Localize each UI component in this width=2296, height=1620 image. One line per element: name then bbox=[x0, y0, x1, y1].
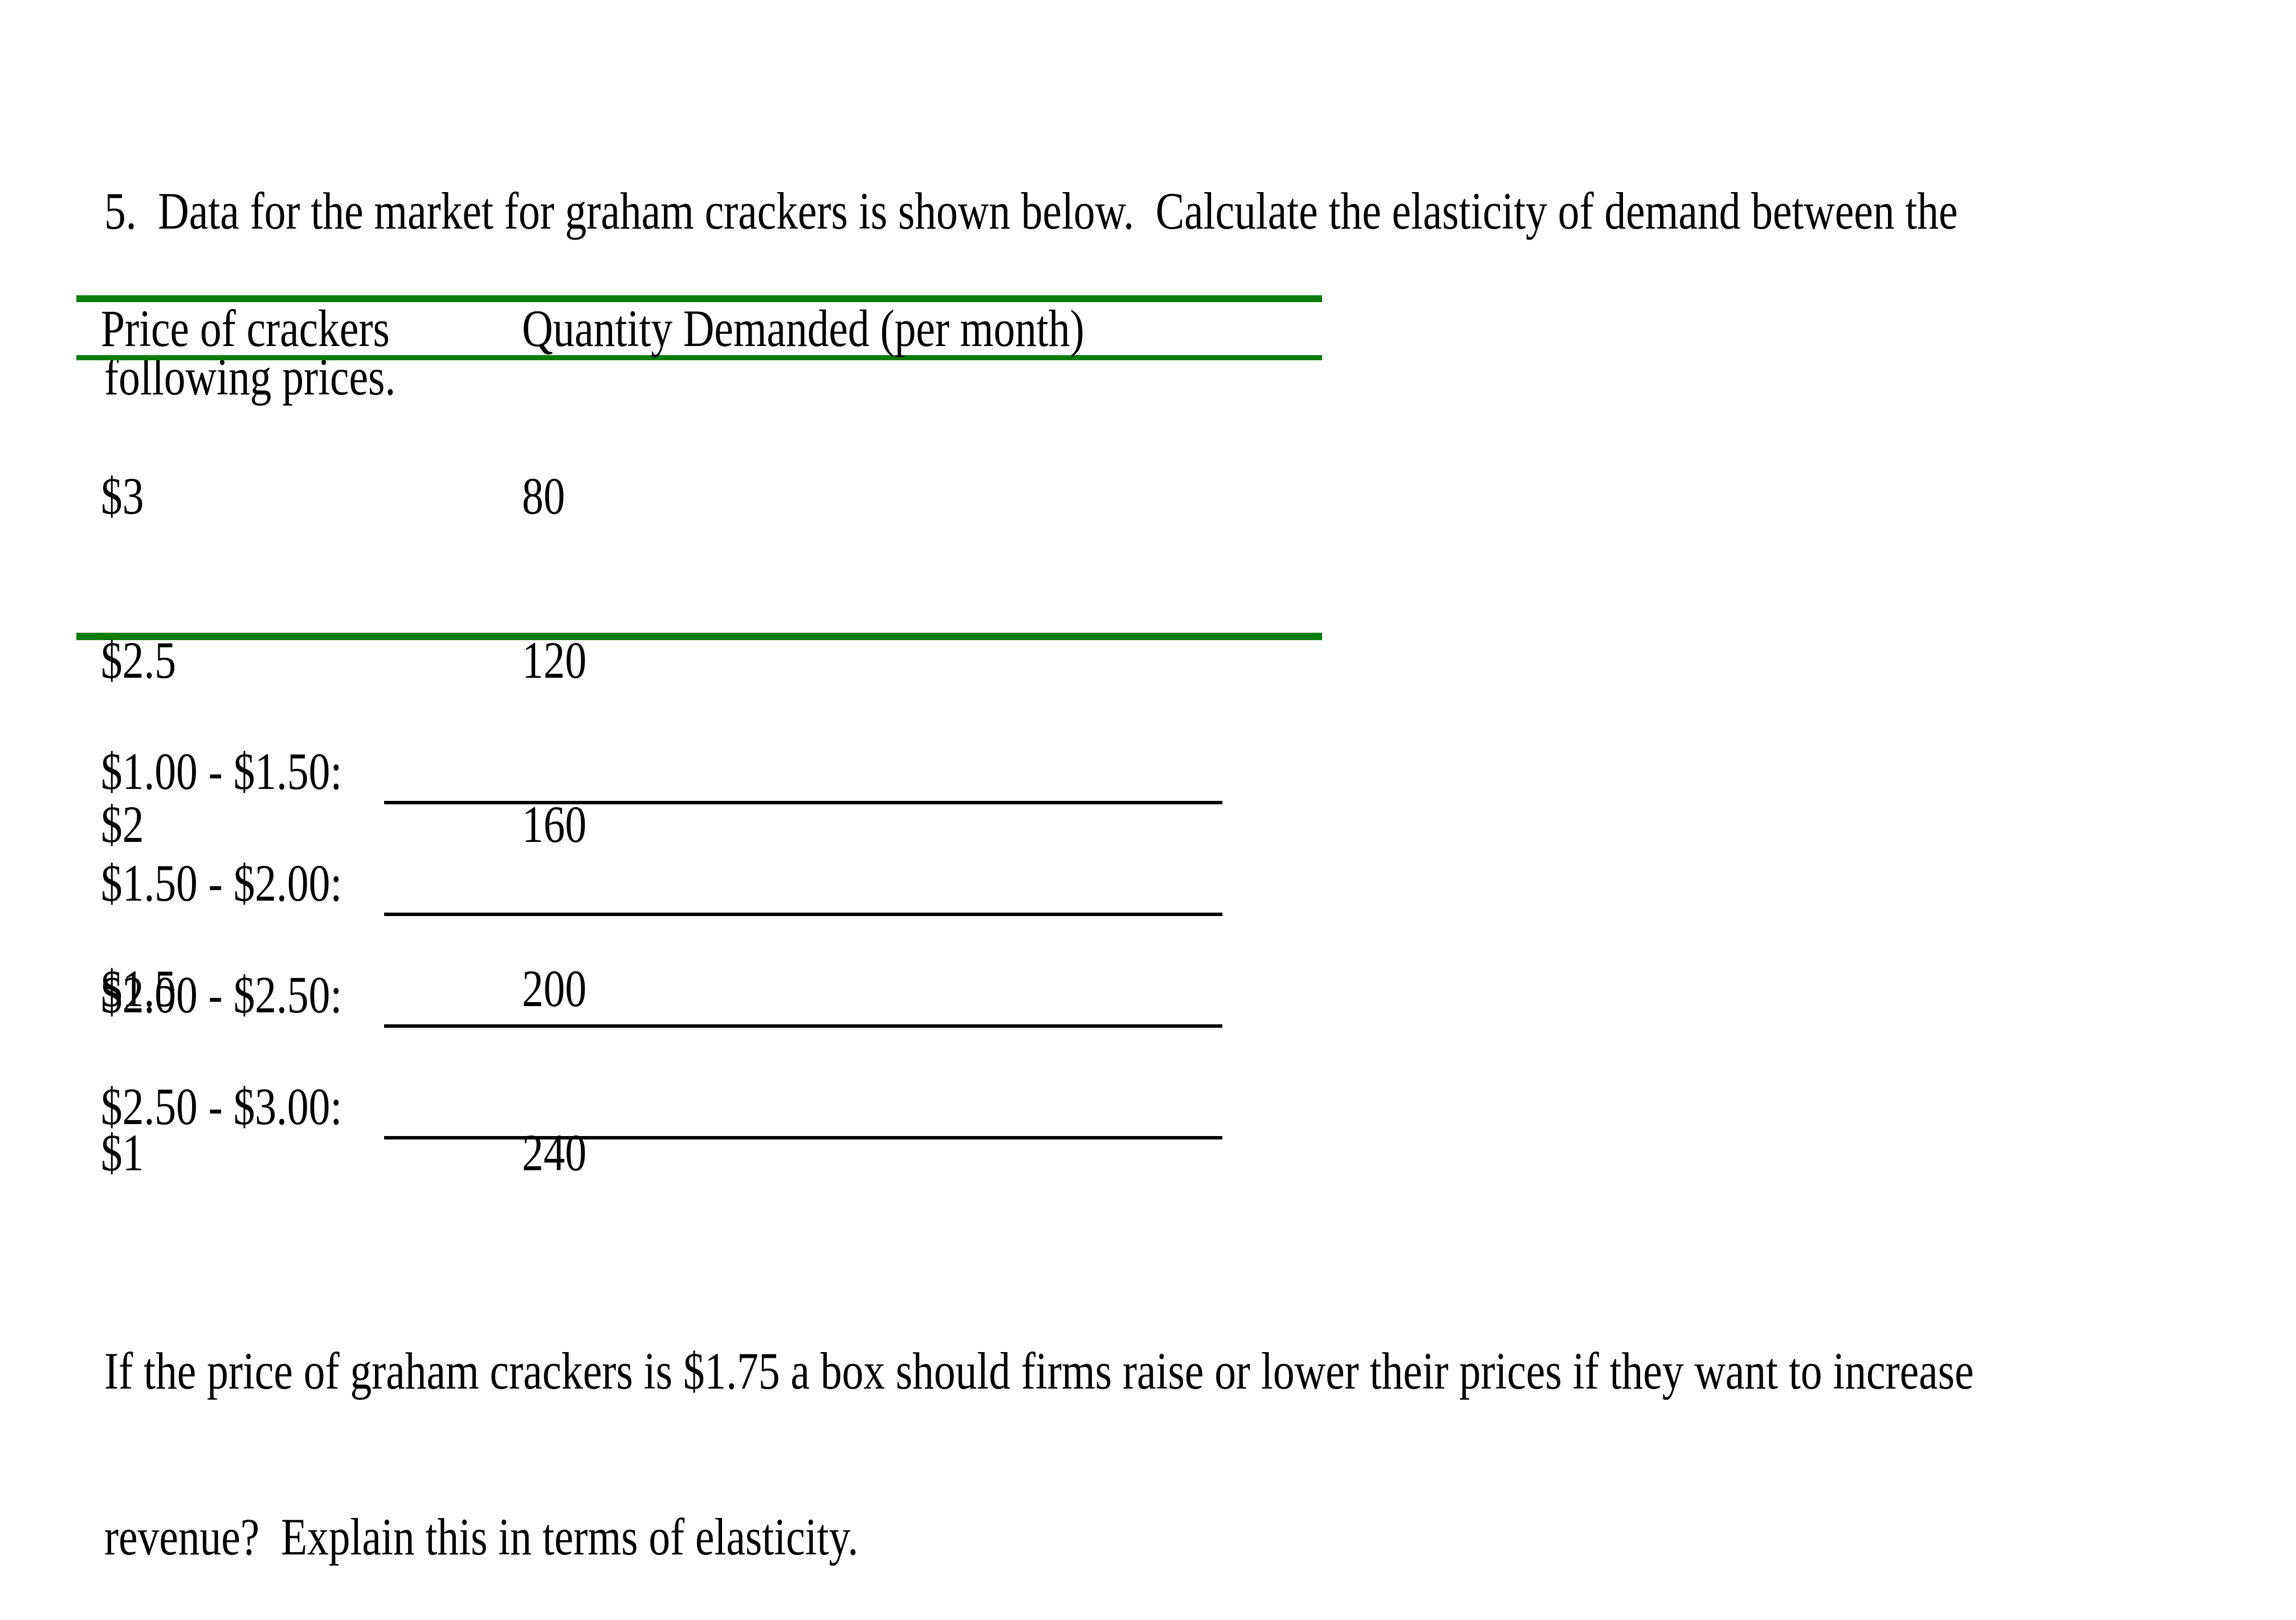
quantity-cell: 200 bbox=[522, 959, 587, 1017]
price-cell: $1 bbox=[101, 1124, 144, 1182]
table-header-price: Price of crackers bbox=[101, 299, 390, 357]
answer-blank-line-2[interactable] bbox=[384, 913, 1222, 916]
quantity-cell: 120 bbox=[522, 631, 587, 689]
question-text-line1: 5. Data for the market for graham cracke… bbox=[104, 182, 1958, 240]
answer-blank-line-1[interactable] bbox=[384, 801, 1222, 804]
answer-blank-line-3[interactable] bbox=[384, 1024, 1222, 1028]
quantity-cell: 160 bbox=[522, 795, 587, 853]
price-cell: $2 bbox=[101, 795, 144, 853]
price-cell: $1.5 bbox=[101, 959, 177, 1017]
quantity-cell: 80 bbox=[522, 467, 565, 525]
blank-label-2: $1.50 - $2.00: bbox=[101, 854, 342, 912]
blank-label-1: $1.00 - $1.50: bbox=[101, 742, 342, 800]
followup-question-line1: If the price of graham crackers is $1.75… bbox=[104, 1342, 1974, 1400]
blank-label-4: $2.50 - $3.00: bbox=[101, 1077, 342, 1135]
quantity-cell: 240 bbox=[522, 1124, 587, 1182]
table-price-column: $3 $2.5 $2 $1.5 $1 bbox=[101, 359, 176, 1235]
price-cell: $3 bbox=[101, 467, 144, 525]
table-header-divider bbox=[76, 355, 1322, 360]
followup-question: If the price of graham crackers is $1.75… bbox=[104, 1233, 1973, 1620]
followup-question-line2: revenue? Explain this in terms of elasti… bbox=[104, 1508, 859, 1566]
table-header-quantity: Quantity Demanded (per month) bbox=[522, 299, 1084, 357]
question-text: 5. Data for the market for graham cracke… bbox=[104, 73, 1957, 460]
table-quantity-column: 80 120 160 200 240 bbox=[522, 359, 586, 1235]
answer-blank-line-4[interactable] bbox=[384, 1136, 1222, 1139]
worksheet-page: { "page": { "background": "#ffffff", "te… bbox=[76, 73, 1974, 1565]
table-bottom-border bbox=[76, 633, 1322, 640]
price-cell: $2.5 bbox=[101, 631, 177, 689]
blank-label-3: $2.00 - $2.50: bbox=[101, 966, 342, 1024]
table-top-border bbox=[76, 295, 1322, 302]
